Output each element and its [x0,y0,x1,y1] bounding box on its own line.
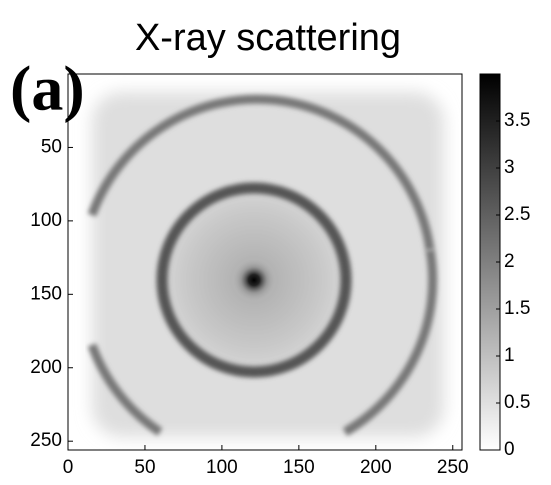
y-tick-label: 100 [30,210,62,231]
colorbar-tick-label: 1.5 [504,298,530,319]
x-tick-label: 50 [134,457,155,478]
x-tick-label: 150 [283,457,315,478]
colorbar-tick-label: 3.5 [504,110,530,131]
scattering-image [68,74,462,450]
colorbar-tick-label: 0 [504,439,515,460]
y-tick-label: 200 [30,357,62,378]
colorbar-tick-label: 3 [504,157,515,178]
x-tick-label: 0 [63,457,74,478]
colorbar-tick-label: 1 [504,345,515,366]
colorbar-tick-label: 0.5 [504,392,530,413]
x-tick-label: 200 [360,457,392,478]
y-tick-label: 250 [30,430,62,451]
x-tick-label: 250 [437,457,469,478]
colorbar-tick-label: 2.5 [504,204,530,225]
y-tick-label: 150 [30,283,62,304]
chart-title: X-ray scattering [135,17,401,59]
plot-frame [67,73,463,451]
colorbar-tick-label: 2 [504,251,515,272]
x-tick-label: 100 [206,457,238,478]
panel-label: (a) [10,53,85,124]
y-tick-label: 50 [41,136,62,157]
